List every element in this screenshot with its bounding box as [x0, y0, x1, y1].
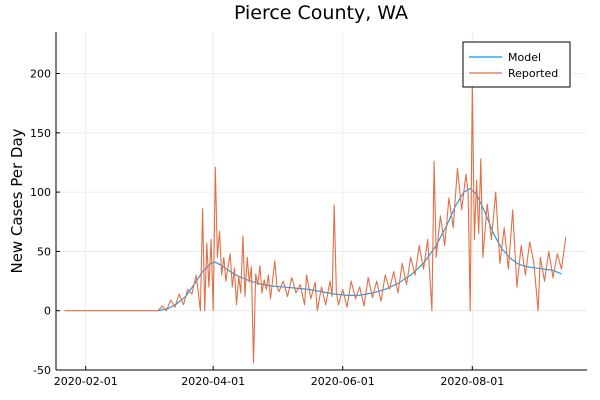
- x-tick-label: 2020-06-01: [311, 375, 375, 388]
- y-tick-label: 200: [30, 68, 51, 81]
- y-tick-label: 100: [30, 186, 51, 199]
- chart-title: Pierce County, WA: [234, 2, 408, 24]
- legend-label-reported: Reported: [508, 67, 558, 80]
- x-tick-label: 2020-08-01: [440, 375, 504, 388]
- tick-labels: -50 0 50 100 150 200 2020-02-01 2020-04-01 2020-…: [30, 68, 504, 388]
- legend-label-model: Model: [508, 51, 541, 64]
- y-axis-label: New Cases Per Day: [8, 128, 26, 273]
- y-tick-label: 150: [30, 127, 51, 140]
- y-tick-label: 50: [37, 245, 51, 258]
- legend-box: [462, 41, 571, 88]
- x-tick-label: 2020-04-01: [181, 375, 245, 388]
- legend: Model Reported: [462, 41, 571, 88]
- y-tick-label: -50: [33, 364, 51, 377]
- series-lines: [64, 82, 567, 364]
- y-tick-label: 0: [44, 305, 51, 318]
- x-tick-label: 2020-02-01: [54, 375, 118, 388]
- axes: [55, 32, 587, 371]
- grid: [56, 32, 587, 371]
- series-line-reported: [64, 82, 567, 364]
